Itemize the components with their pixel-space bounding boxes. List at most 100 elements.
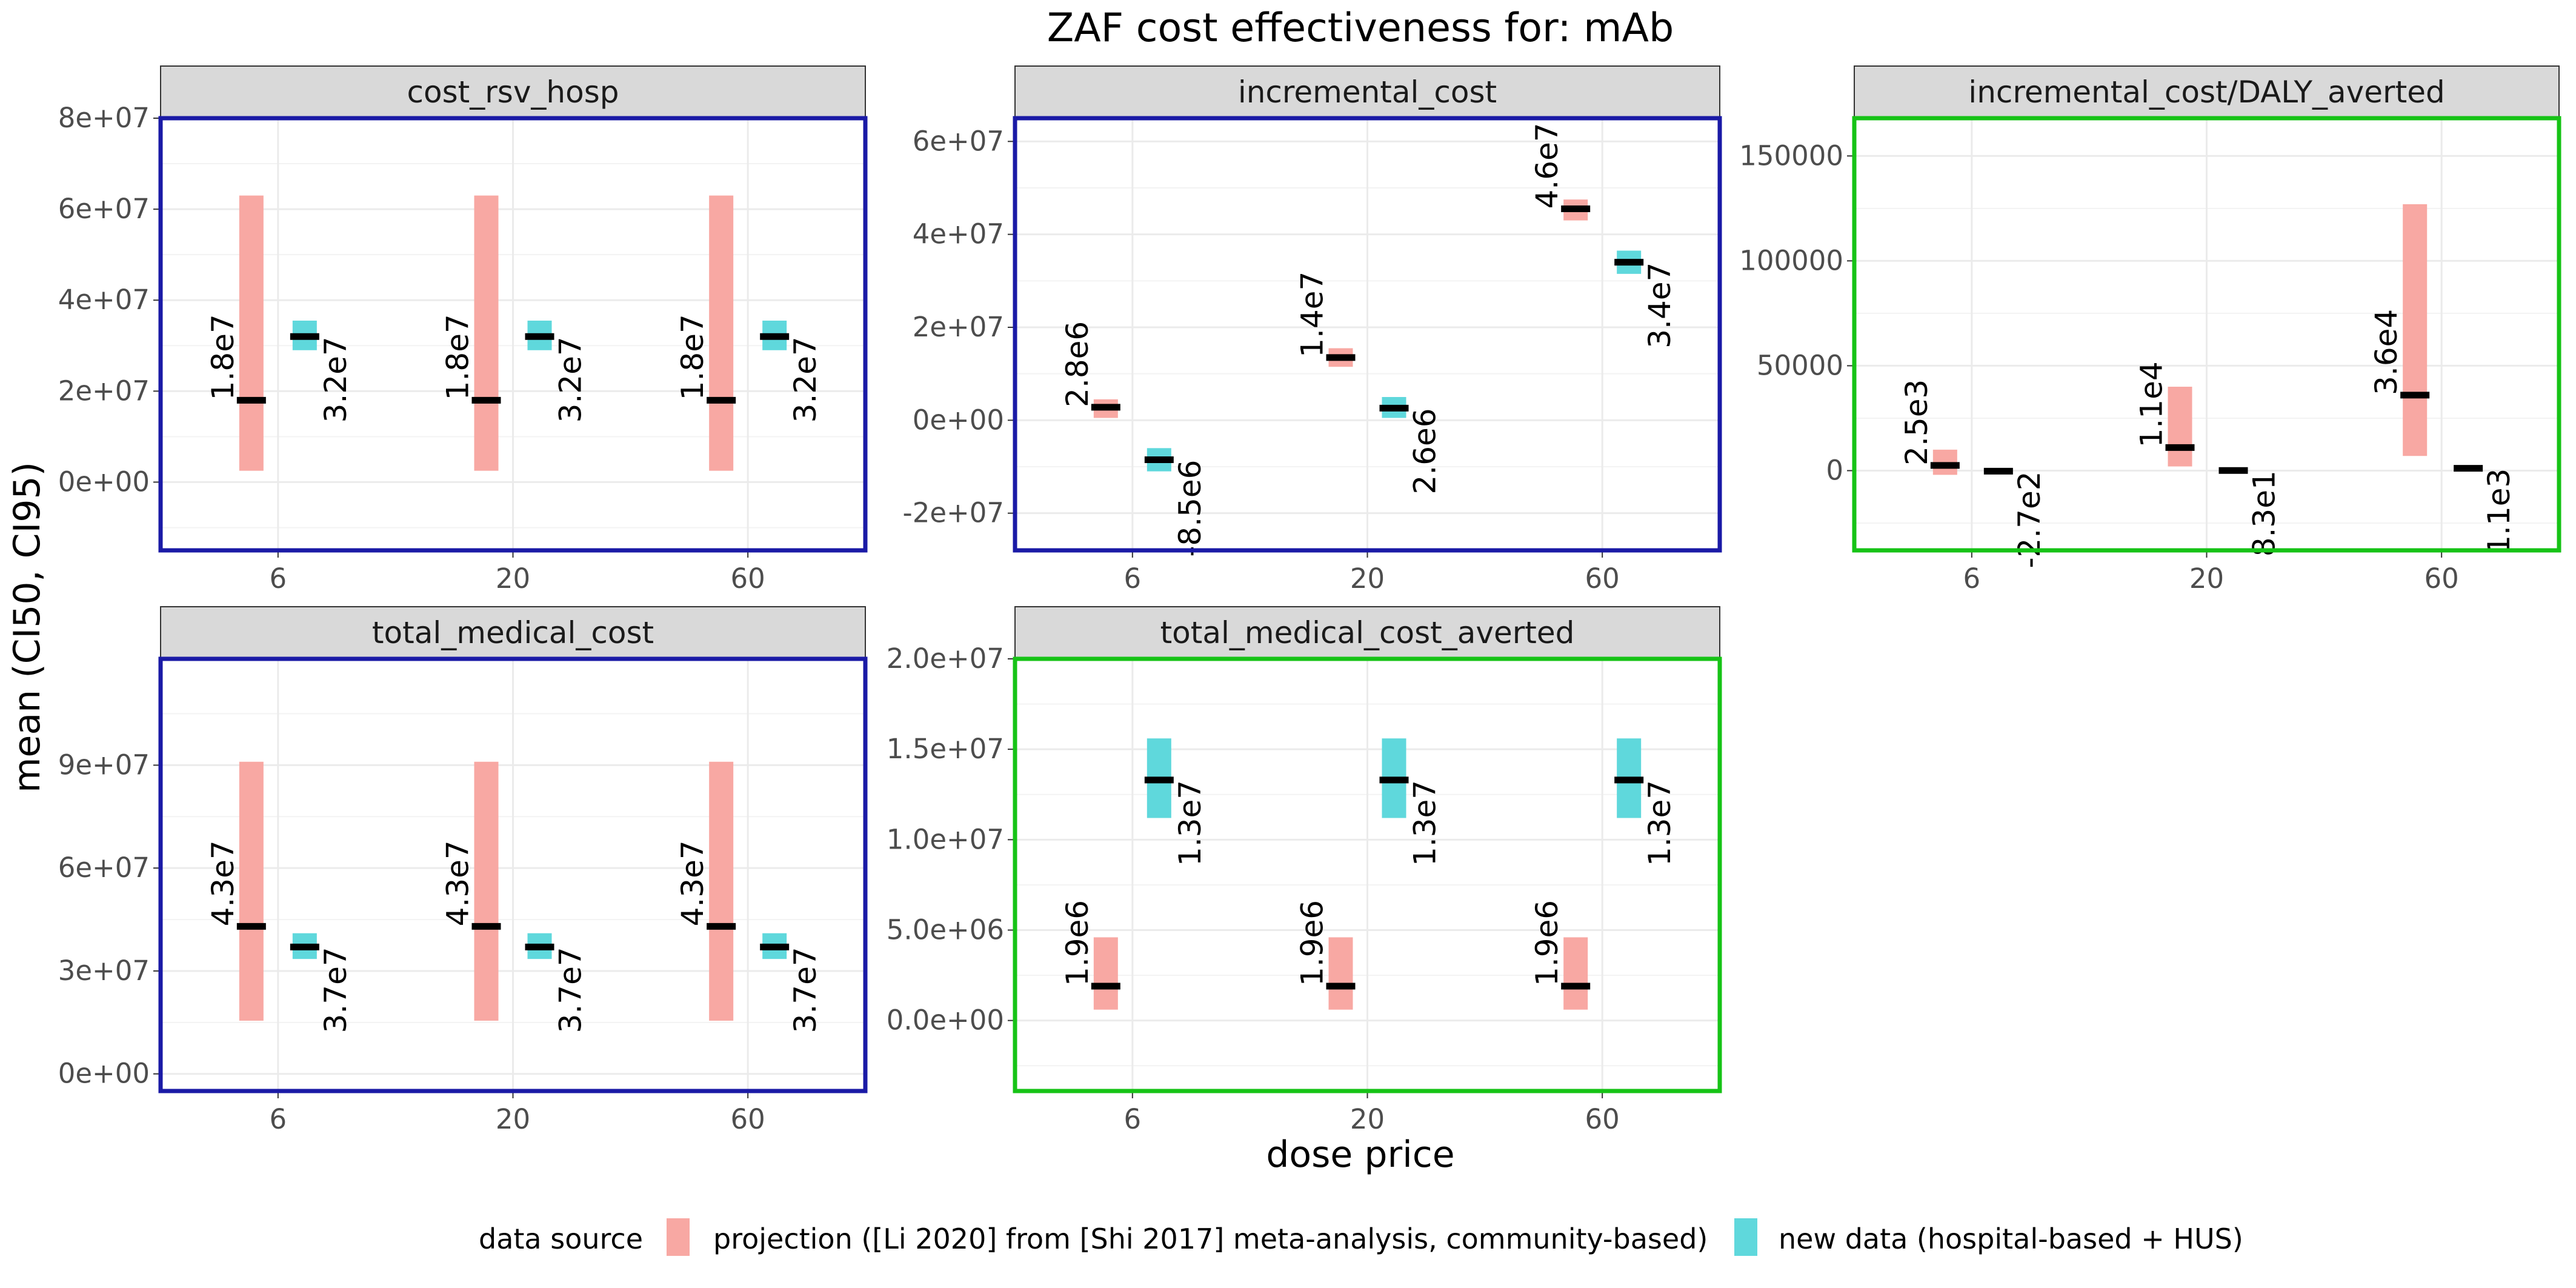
y-tick-label: 50000 [1757,349,1843,381]
strip-header [1014,606,1720,659]
panel-incremental-cost-daly-averted: incremental_cost/DALY_averted 0 50000 10000… [1739,65,2561,595]
value-label: 1.8e7 [205,314,241,400]
x-tick-label: 6 [1124,562,1142,595]
value-label: 3.2e7 [318,336,353,422]
panel-border [158,116,868,553]
x-tick-label: 60 [731,1103,765,1135]
value-label: 3.7e7 [788,947,823,1033]
y-tick-label: 1.0e+07 [887,823,1004,855]
value-label: 4.3e7 [441,840,476,926]
legend-label-new-data: new data (hospital-based + HUS) [1779,1223,2243,1255]
y-tick-label: 2e+07 [913,311,1004,343]
y-tick-label: 5.0e+06 [887,913,1004,946]
x-tick-label: 20 [2189,562,2224,595]
value-label: 3.7e7 [553,947,588,1033]
value-label: -2.7e2 [2012,471,2047,568]
x-tick-label: 20 [496,1103,530,1135]
y-tick-label: -2e+07 [902,497,1004,529]
projection-range-bar [474,195,499,471]
facet-panels: cost_rsv_hosp 0e+00 2e+07 4e+07 6e+07 8e+07 6 2… [58,65,2561,1135]
value-label: 4.3e7 [675,840,710,926]
x-tick-label: 20 [1350,1103,1385,1135]
y-tick-label: 0e+00 [58,1058,150,1090]
value-label: 3.2e7 [788,336,823,422]
strip-header [160,65,866,119]
x-tick-label: 6 [1963,562,1981,595]
legend: data source projection ([Li 2020] from [… [479,1218,2243,1256]
panel-border [1852,116,2561,553]
value-label: 1.1e3 [2481,469,2517,555]
value-label: 1.4e7 [1295,272,1330,358]
legend-label-projection: projection ([Li 2020] from [Shi 2017] me… [713,1223,1708,1255]
projection-range-bar [239,761,264,1021]
y-tick-label: 100000 [1739,244,1843,276]
y-tick-label: 6e+07 [58,193,150,225]
legend-key-new-data [1734,1218,1757,1256]
value-label: 3.2e7 [553,336,588,422]
chart-title: ZAF cost effectiveness for: mAb [1047,5,1674,51]
y-tick-label: 0e+00 [58,465,150,498]
value-label: 3.6e4 [2369,309,2404,395]
y-tick-label: 3e+07 [58,955,150,987]
x-tick-label: 20 [1350,562,1385,595]
value-label: 4.6e7 [1529,122,1565,209]
y-tick-label: 0 [1826,454,1843,486]
projection-range-bar [1328,937,1353,1010]
legend-key-projection [667,1218,690,1256]
y-tick-label: 6e+07 [913,125,1004,157]
y-tick-label: 2.0e+07 [887,642,1004,675]
value-label: 1.9e6 [1060,900,1095,986]
x-tick-label: 6 [270,1103,287,1135]
value-label: 1.3e7 [1408,780,1443,866]
value-label: 2.5e3 [1899,379,1934,465]
projection-range-bar [474,761,499,1021]
y-tick-label: 6e+07 [58,852,150,884]
x-tick-label: 60 [2425,562,2459,595]
value-label: 2.8e6 [1060,321,1095,407]
panel-border [1013,656,1722,1093]
x-tick-label: 6 [270,562,287,595]
value-label: 8.3e1 [2247,470,2282,556]
value-label: 1.8e7 [441,314,476,400]
legend-title: data source [479,1223,643,1255]
value-label: 4.3e7 [205,840,241,926]
strip-label: incremental_cost [1238,75,1497,110]
y-tick-label: 2e+07 [58,375,150,407]
value-label: 3.4e7 [1642,262,1677,349]
y-tick-label: 9e+07 [58,749,150,781]
panel-border [158,656,868,1093]
y-tick-label: 0e+00 [913,404,1004,436]
value-label: 1.8e7 [675,314,710,400]
value-label: 2.6e6 [1408,408,1443,494]
panel-border [1013,116,1722,553]
panel-incremental-cost: incremental_cost -2e+07 0e+00 2e+07 4e+07 6e+… [902,65,1722,595]
y-tick-label: 150000 [1739,139,1843,172]
projection-range-bar [1563,937,1588,1010]
projection-range-bar [239,195,264,471]
strip-label: cost_rsv_hosp [407,75,619,110]
value-label: 1.1e4 [2134,361,2169,447]
y-tick-label: 4e+07 [913,218,1004,250]
panel-total-medical-cost: total_medical_cost 0e+00 3e+07 6e+07 9e+07 6 2… [58,606,868,1135]
panel-cost-rsv-hosp: cost_rsv_hosp 0e+00 2e+07 4e+07 6e+07 8e+07 6 2… [58,65,868,595]
projection-range-bar [2403,204,2428,456]
projection-range-bar [709,761,734,1021]
x-axis-title: dose price [1266,1133,1454,1176]
strip-header [1854,65,2560,119]
projection-range-bar [1093,937,1118,1010]
strip-label: total_medical_cost [372,615,654,650]
value-label: 1.9e6 [1295,900,1330,986]
x-tick-label: 6 [1124,1103,1142,1135]
x-tick-label: 20 [496,562,530,595]
value-label: 1.9e6 [1529,900,1565,986]
y-tick-label: 1.5e+07 [887,733,1004,765]
x-tick-label: 60 [1585,562,1620,595]
y-tick-label: 8e+07 [58,102,150,134]
projection-range-bar [2168,387,2192,467]
y-tick-label: 4e+07 [58,284,150,316]
strip-label: incremental_cost/DALY_averted [1968,75,2445,110]
y-axis-title: mean (CI50, CI95) [6,462,48,793]
value-label: 1.3e7 [1642,780,1677,866]
x-tick-label: 60 [1585,1103,1620,1135]
